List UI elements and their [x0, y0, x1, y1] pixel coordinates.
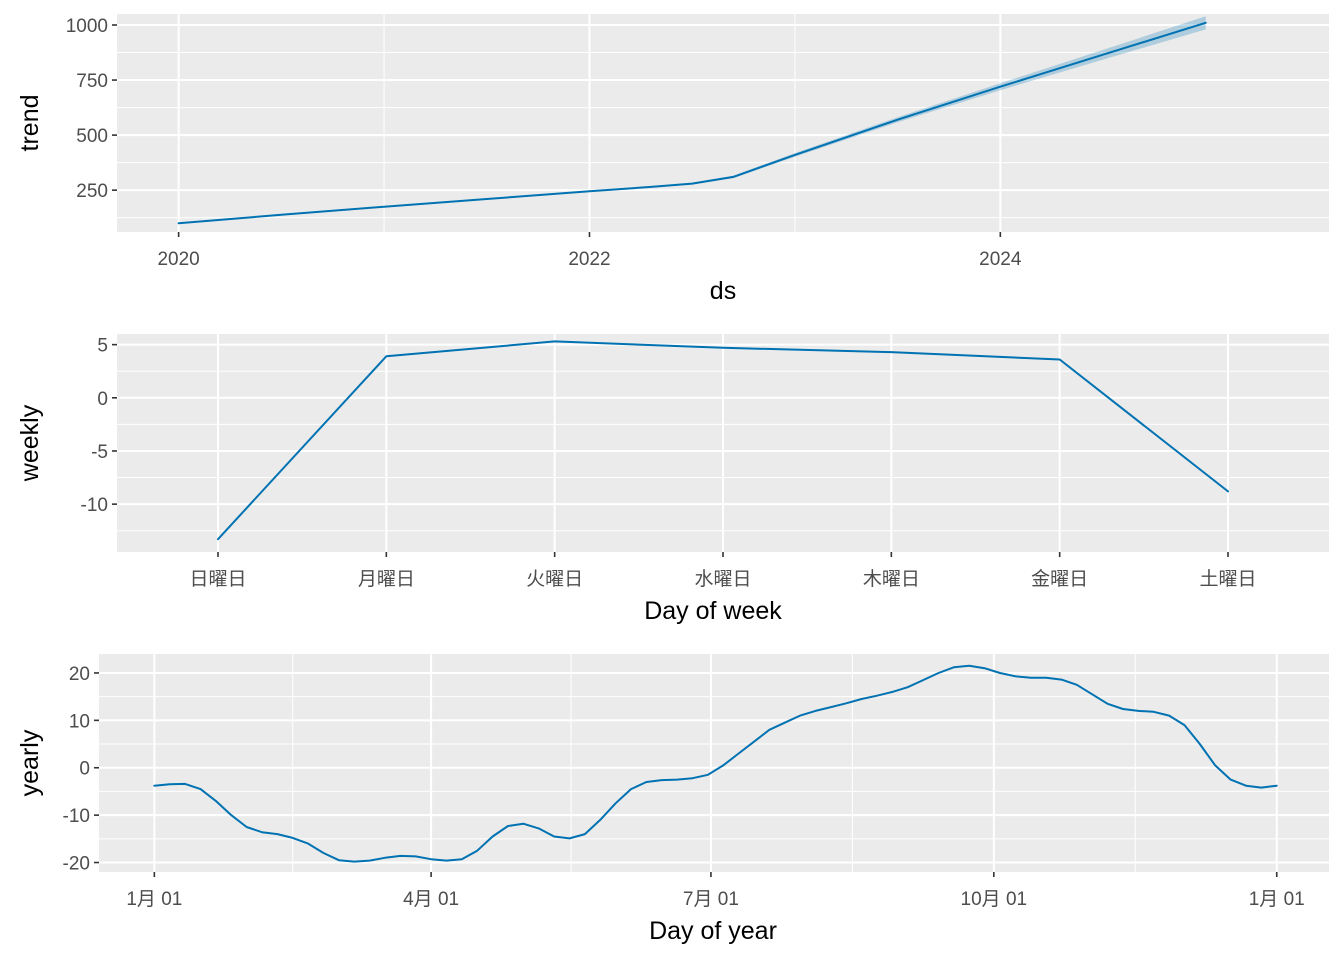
yearly-line: [153, 664, 1278, 863]
trend-y-axis: 250 500 750 1000: [66, 16, 117, 202]
weekly-series: [217, 340, 1229, 541]
weekly-y-tick-label: 5: [97, 336, 108, 357]
yearly-gridlines: [99, 654, 1329, 872]
trend-y-tick-label: 750: [76, 71, 108, 92]
weekly-x-tick-label: 木曜日: [863, 568, 920, 590]
trend-x-axis: 2020 2022 2024: [157, 232, 1022, 270]
weekly-line: [217, 340, 1229, 541]
trend-x-tick-label: 2024: [979, 249, 1022, 270]
yearly-y-tick-label: 0: [79, 759, 90, 780]
yearly-x-axis-title: Day of year: [649, 917, 777, 945]
weekly-y-tick-label: -10: [81, 495, 108, 516]
trend-series: [177, 16, 1207, 225]
weekly-x-axis: 日曜日 月曜日 火曜日 水曜日 木曜日 金曜日 土曜日: [189, 552, 1257, 590]
weekly-x-tick-label: 月曜日: [358, 569, 415, 590]
yearly-y-tick-label: 20: [69, 664, 90, 685]
weekly-y-tick-label: 0: [97, 389, 108, 410]
yearly-y-axis: -20 -10 0 10 20: [63, 664, 99, 875]
weekly-x-tick-label: 水曜日: [694, 568, 751, 590]
weekly-x-tick-label: 火曜日: [526, 569, 583, 590]
yearly-y-tick-label: -10: [63, 806, 90, 827]
yearly-x-tick-label: 4月 01: [403, 889, 459, 910]
weekly-y-axis: -10 -5 0 5: [81, 336, 117, 516]
weekly-x-tick-label: 日曜日: [189, 569, 246, 590]
yearly-y-axis-title: yearly: [16, 729, 44, 796]
trend-panel-background: [117, 14, 1329, 232]
weekly-panel: -10 -5 0 5 日曜日 月曜日 火曜日 水曜日 木曜日 金曜日 土曜日 Day of wee…: [16, 334, 1329, 625]
trend-line: [177, 21, 1207, 225]
trend-gridlines: [117, 14, 1329, 232]
yearly-panel: -20 -10 0 10 20 1月 01 4月 01 7月 01 10月 01 1月 01 D…: [16, 654, 1329, 945]
weekly-y-tick-label: -5: [91, 442, 108, 463]
yearly-x-tick-label: 1月 01: [1249, 889, 1305, 910]
weekly-x-tick-label: 土曜日: [1199, 568, 1256, 590]
weekly-y-axis-title: weekly: [16, 404, 44, 482]
trend-y-tick-label: 500: [76, 126, 108, 147]
weekly-gridlines: [117, 334, 1329, 552]
trend-y-tick-label: 250: [76, 181, 108, 202]
trend-x-tick-label: 2020: [157, 249, 199, 270]
trend-panel: 250 500 750 1000 2020 2022 2024 ds trend: [16, 14, 1329, 305]
trend-y-axis-title: trend: [16, 95, 44, 152]
yearly-x-tick-label: 7月 01: [683, 889, 739, 910]
weekly-x-axis-title: Day of week: [644, 597, 782, 625]
trend-y-tick-label: 1000: [66, 16, 108, 37]
yearly-x-tick-label: 10月 01: [961, 889, 1028, 910]
yearly-panel-background: [99, 654, 1329, 872]
yearly-y-tick-label: 10: [69, 711, 90, 732]
yearly-series: [153, 664, 1278, 863]
yearly-x-axis: 1月 01 4月 01 7月 01 10月 01 1月 01: [126, 872, 1305, 910]
trend-x-tick-label: 2022: [568, 249, 610, 270]
trend-x-axis-title: ds: [710, 277, 736, 305]
yearly-y-tick-label: -20: [63, 854, 90, 875]
weekly-x-tick-label: 金曜日: [1031, 568, 1088, 590]
yearly-x-tick-label: 1月 01: [126, 889, 182, 910]
